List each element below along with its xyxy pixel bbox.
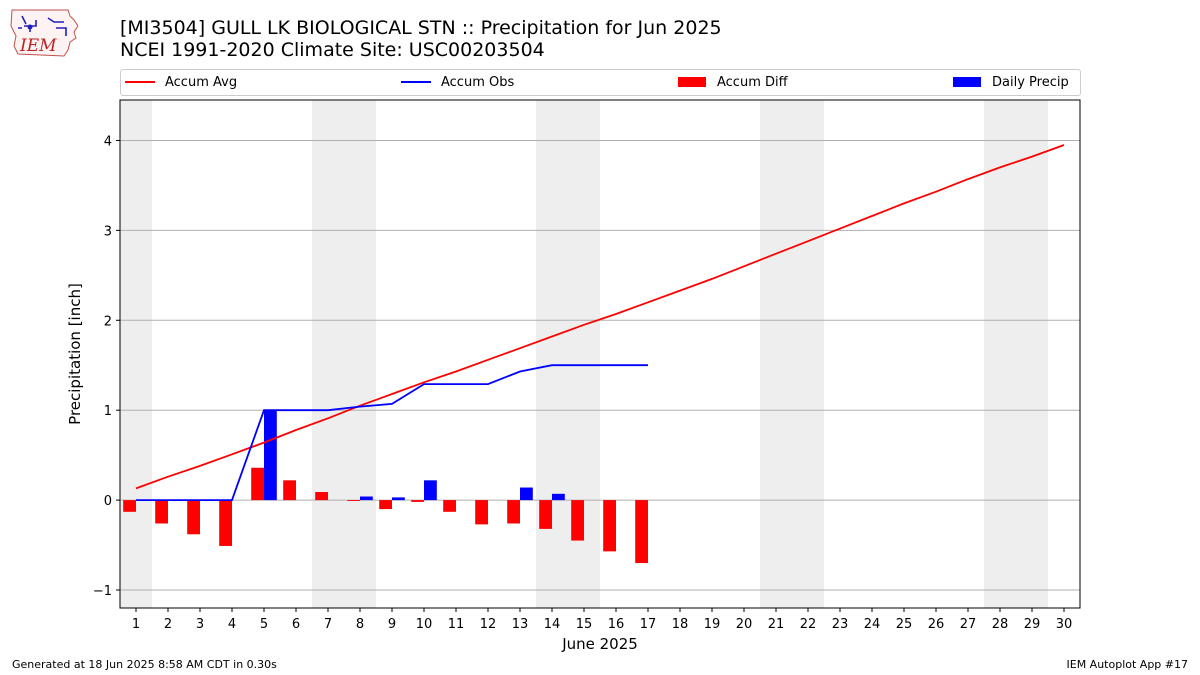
x-tick-label: 1 bbox=[132, 617, 140, 632]
x-tick-label: 4 bbox=[228, 617, 236, 632]
daily-precip-bar bbox=[360, 496, 373, 501]
x-tick-label: 29 bbox=[1024, 617, 1041, 632]
legend-swatch-accum-obs bbox=[401, 81, 431, 83]
x-tick-label: 15 bbox=[576, 617, 593, 632]
x-tick-label: 30 bbox=[1056, 617, 1073, 632]
accum-diff-bar bbox=[155, 500, 168, 524]
y-tick-label: −1 bbox=[93, 584, 112, 599]
y-tick-label: 3 bbox=[104, 224, 112, 239]
x-tick-label: 23 bbox=[832, 617, 849, 632]
weekend-band bbox=[760, 100, 824, 608]
accum-diff-bar bbox=[315, 492, 328, 501]
accum-diff-bar bbox=[411, 500, 424, 502]
legend-item-accum-avg: Accum Avg bbox=[125, 74, 237, 90]
accum-diff-bar bbox=[251, 467, 264, 501]
daily-precip-bar bbox=[424, 480, 437, 501]
x-tick-label: 16 bbox=[608, 617, 625, 632]
weekend-band bbox=[536, 100, 600, 608]
accum-diff-bar bbox=[123, 500, 136, 512]
accum-diff-bar bbox=[539, 500, 552, 529]
x-tick-label: 6 bbox=[292, 617, 300, 632]
footer-generated: Generated at 18 Jun 2025 8:58 AM CDT in … bbox=[12, 658, 277, 671]
weekend-band bbox=[312, 100, 376, 608]
x-tick-label: 26 bbox=[928, 617, 945, 632]
x-tick-label: 3 bbox=[196, 617, 204, 632]
chart-title: [MI3504] GULL LK BIOLOGICAL STN :: Preci… bbox=[120, 17, 722, 61]
logo-text: IEM bbox=[19, 36, 57, 56]
chart-legend: Accum Avg Accum Obs Accum Diff Daily Pre… bbox=[120, 69, 1081, 96]
x-tick-label: 8 bbox=[356, 617, 364, 632]
x-tick-label: 18 bbox=[672, 617, 689, 632]
y-tick-label: 0 bbox=[104, 494, 112, 509]
x-tick-label: 19 bbox=[704, 617, 721, 632]
accum-diff-bar bbox=[219, 500, 232, 546]
x-tick-label: 9 bbox=[388, 617, 396, 632]
plot-frame bbox=[119, 99, 1081, 609]
accum-avg-line bbox=[135, 144, 1065, 490]
x-tick-label: 25 bbox=[896, 617, 913, 632]
x-tick-label: 22 bbox=[800, 617, 817, 632]
accum-diff-bar bbox=[187, 500, 200, 535]
x-tick-label: 17 bbox=[640, 617, 657, 632]
daily-precip-bar bbox=[552, 493, 565, 501]
accum-diff-bar bbox=[475, 500, 488, 525]
legend-item-accum-obs: Accum Obs bbox=[401, 74, 514, 90]
title-line-1: [MI3504] GULL LK BIOLOGICAL STN :: Preci… bbox=[120, 17, 722, 39]
accum-diff-bar bbox=[571, 500, 584, 541]
iem-logo: IEM bbox=[10, 9, 79, 57]
legend-label-daily-precip: Daily Precip bbox=[992, 74, 1069, 90]
legend-label-accum-avg: Accum Avg bbox=[165, 74, 238, 90]
legend-label-accum-diff: Accum Diff bbox=[717, 74, 788, 90]
x-tick-label: 2 bbox=[164, 617, 172, 632]
accum-diff-bar bbox=[283, 480, 296, 501]
legend-item-accum-diff: Accum Diff bbox=[678, 74, 788, 90]
accum-diff-bar bbox=[603, 500, 616, 552]
y-axis-label: Precipitation [inch] bbox=[66, 283, 84, 425]
y-tick-label: 4 bbox=[104, 134, 112, 149]
weekend-band bbox=[120, 100, 152, 608]
legend-swatch-accum-avg bbox=[125, 81, 155, 83]
x-tick-label: 27 bbox=[960, 617, 977, 632]
legend-swatch-daily-precip bbox=[953, 77, 981, 87]
x-tick-label: 7 bbox=[324, 617, 332, 632]
accum-diff-bar bbox=[347, 500, 360, 502]
title-line-2: NCEI 1991-2020 Climate Site: USC00203504 bbox=[120, 39, 545, 61]
x-axis-label: June 2025 bbox=[561, 635, 638, 653]
footer-app: IEM Autoplot App #17 bbox=[1066, 658, 1189, 671]
daily-precip-bar bbox=[392, 497, 405, 501]
x-tick-label: 28 bbox=[992, 617, 1009, 632]
x-tick-label: 14 bbox=[544, 617, 561, 632]
legend-swatch-accum-diff bbox=[678, 77, 706, 87]
accum-obs-line bbox=[136, 364, 648, 502]
x-tick-label: 20 bbox=[736, 617, 753, 632]
x-tick-label: 11 bbox=[448, 617, 465, 632]
y-tick-label: 1 bbox=[104, 404, 112, 419]
accum-diff-bar bbox=[379, 500, 392, 510]
x-tick-label: 10 bbox=[416, 617, 433, 632]
accum-diff-bar bbox=[443, 500, 456, 512]
legend-item-daily-precip: Daily Precip bbox=[953, 74, 1069, 90]
x-tick-label: 24 bbox=[864, 617, 881, 632]
daily-precip-bar bbox=[264, 410, 277, 501]
accum-diff-bar bbox=[635, 500, 648, 564]
accum-diff-bar bbox=[507, 500, 520, 524]
daily-precip-bar bbox=[520, 487, 533, 501]
x-tick-label: 5 bbox=[260, 617, 268, 632]
legend-label-accum-obs: Accum Obs bbox=[441, 74, 515, 90]
x-tick-label: 12 bbox=[480, 617, 497, 632]
y-tick-label: 2 bbox=[104, 314, 112, 329]
weekend-band bbox=[984, 100, 1048, 608]
x-tick-label: 13 bbox=[512, 617, 529, 632]
x-tick-label: 21 bbox=[768, 617, 785, 632]
